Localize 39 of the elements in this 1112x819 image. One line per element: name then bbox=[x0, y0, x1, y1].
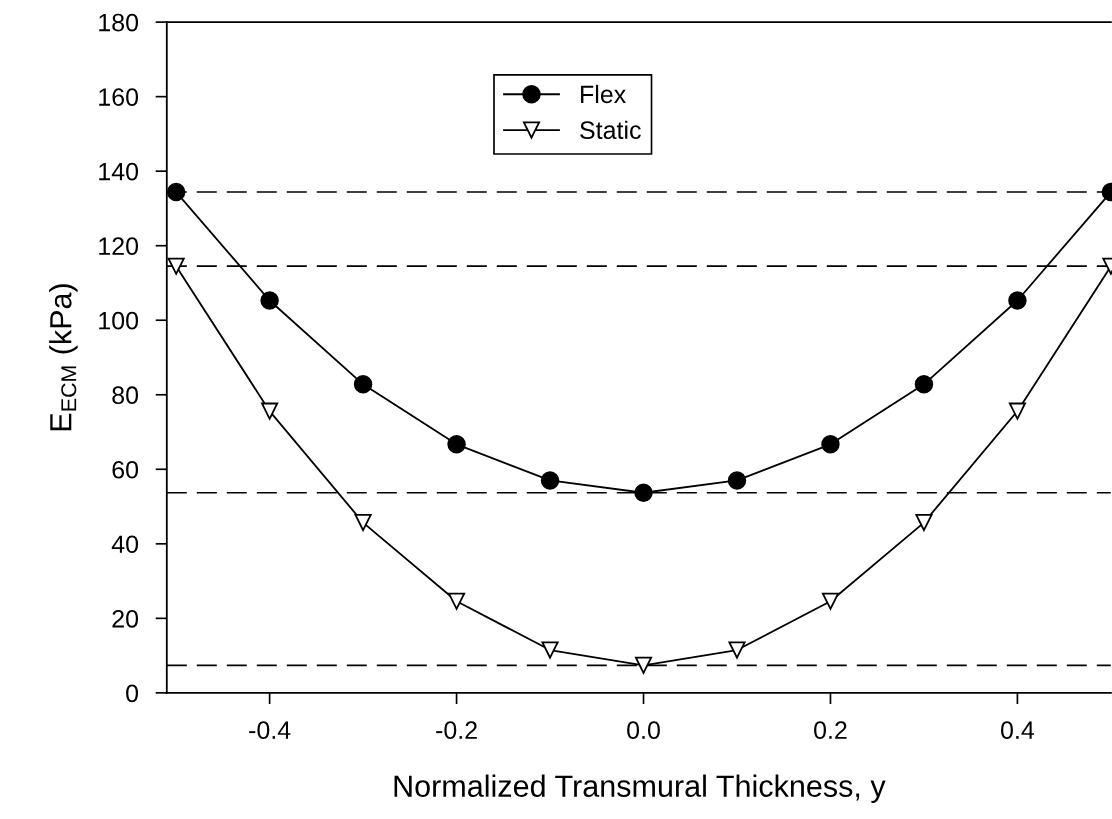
point bbox=[1008, 291, 1027, 310]
y-tick-label: 80 bbox=[112, 386, 139, 405]
point bbox=[1008, 402, 1026, 420]
x-tick-label: 0.4 bbox=[1001, 721, 1035, 740]
point bbox=[821, 592, 840, 610]
legend-label: Flex bbox=[581, 84, 626, 104]
point bbox=[447, 435, 466, 454]
point bbox=[261, 402, 279, 420]
point bbox=[540, 471, 560, 490]
point bbox=[167, 257, 185, 275]
point bbox=[821, 435, 840, 454]
point bbox=[915, 514, 933, 532]
y-tick-label: 60 bbox=[112, 460, 139, 479]
y-tick-label: 20 bbox=[112, 609, 139, 628]
point bbox=[353, 375, 373, 394]
x-tick-label: 0.2 bbox=[814, 721, 847, 740]
x-tick-label: 0.0 bbox=[627, 721, 660, 740]
point bbox=[260, 291, 279, 310]
point bbox=[634, 656, 653, 674]
point bbox=[541, 641, 559, 659]
legend-label: Static bbox=[580, 120, 641, 140]
point bbox=[728, 641, 746, 659]
x-tick-label: -0.2 bbox=[436, 721, 477, 740]
point bbox=[914, 375, 934, 394]
y-tick-label: 160 bbox=[99, 88, 139, 106]
y-tick-label: 140 bbox=[99, 162, 139, 181]
y-tick-label: 0 bbox=[126, 684, 139, 703]
x-tick-label: -0.4 bbox=[249, 721, 291, 740]
y-axis-title: E$_{ECM}$ (kPa) bbox=[49, 284, 78, 431]
point bbox=[634, 483, 653, 503]
point bbox=[354, 514, 372, 532]
x-axis-title: Normalized Transmural Thickness, y bbox=[394, 774, 886, 803]
y-tick-label: 40 bbox=[111, 535, 139, 554]
y-tick-label: 100 bbox=[99, 311, 139, 330]
point bbox=[166, 182, 186, 202]
point bbox=[727, 471, 747, 490]
y-tick-label: 120 bbox=[99, 237, 139, 255]
point bbox=[448, 592, 466, 610]
y-tick-label: 180 bbox=[99, 13, 139, 32]
